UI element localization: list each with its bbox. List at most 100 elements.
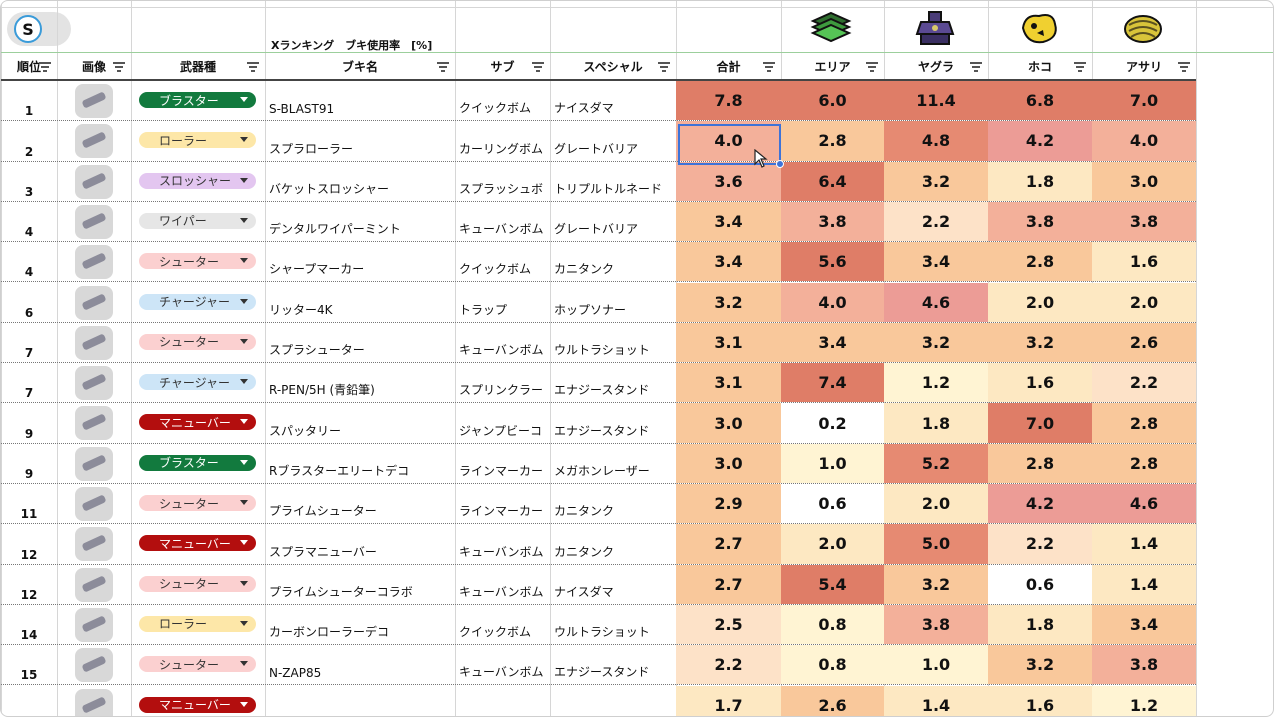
filter-icon[interactable] — [763, 62, 775, 72]
asari-usage-cell[interactable]: 1.6 — [1092, 242, 1196, 282]
yagura-usage-cell[interactable]: 11.4 — [884, 81, 988, 121]
weapon-name-cell[interactable]: スプラシューター — [269, 343, 365, 358]
asari-usage-cell[interactable]: 3.8 — [1092, 645, 1196, 685]
rank-cell[interactable] — [1, 686, 57, 717]
sub-weapon-cell[interactable]: キューバンボム — [459, 584, 544, 599]
special-weapon-cell[interactable]: グレートバリア — [554, 222, 639, 237]
area-usage-cell[interactable]: 6.0 — [781, 81, 884, 121]
sub-weapon-cell[interactable]: キューバンボム — [459, 665, 544, 680]
sub-weapon-cell[interactable]: スプラッシュボ — [459, 181, 544, 196]
weapon-name-cell[interactable]: Rブラスターエリートデコ — [269, 463, 410, 478]
area-usage-cell[interactable]: 0.2 — [781, 403, 884, 443]
total-usage-cell[interactable]: 3.4 — [676, 201, 781, 242]
area-usage-cell[interactable]: 3.8 — [781, 201, 884, 242]
special-weapon-cell[interactable]: ナイスダマ — [554, 584, 614, 599]
weapon-type-dropdown[interactable]: ブラスター — [139, 454, 256, 471]
weapon-name-cell[interactable]: プライムシューターコラボ — [269, 584, 413, 599]
rank-cell[interactable]: 3 — [24, 184, 34, 199]
filter-icon[interactable] — [866, 62, 878, 72]
weapon-type-dropdown[interactable]: チャージャー — [139, 293, 256, 310]
sub-weapon-cell[interactable]: ラインマーカー — [459, 463, 544, 478]
filter-icon[interactable] — [532, 62, 544, 72]
asari-usage-cell[interactable]: 1.4 — [1092, 564, 1196, 604]
total-usage-cell[interactable]: 3.2 — [676, 282, 781, 322]
filter-icon[interactable] — [437, 62, 449, 72]
column-header[interactable]: エリア — [781, 53, 884, 81]
weapon-type-dropdown[interactable]: マニューバー — [139, 696, 256, 713]
special-weapon-cell[interactable]: メガホンレーザー — [554, 463, 650, 478]
area-usage-cell[interactable]: 5.4 — [781, 564, 884, 604]
weapon-name-cell[interactable]: バケットスロッシャー — [269, 181, 390, 196]
sub-weapon-cell[interactable]: キューバンボム — [459, 343, 544, 358]
weapon-type-dropdown[interactable]: シューター — [139, 495, 256, 511]
weapon-type-dropdown[interactable]: ローラー — [139, 132, 256, 149]
total-usage-cell[interactable]: 2.9 — [676, 484, 781, 524]
special-weapon-cell[interactable]: グレートバリア — [554, 141, 639, 156]
total-usage-cell[interactable]: 3.1 — [676, 322, 781, 363]
sub-weapon-cell[interactable]: ラインマーカー — [459, 504, 544, 519]
total-usage-cell[interactable]: 3.0 — [676, 443, 781, 483]
rank-cell[interactable]: 7 — [24, 346, 34, 361]
yagura-usage-cell[interactable]: 5.2 — [884, 443, 988, 483]
special-weapon-cell[interactable]: ウルトラショット — [554, 625, 650, 640]
weapon-type-dropdown[interactable]: シューター — [139, 575, 256, 592]
rank-cell[interactable]: 11 — [20, 507, 38, 522]
hoko-usage-cell[interactable]: 2.0 — [988, 282, 1092, 322]
hoko-usage-cell[interactable]: 0.6 — [988, 564, 1092, 604]
rank-cell[interactable]: 9 — [24, 466, 34, 481]
total-usage-cell[interactable]: 3.6 — [676, 161, 781, 201]
hoko-usage-cell[interactable]: 3.8 — [988, 201, 1092, 242]
column-header[interactable]: ブキ名 — [265, 53, 455, 81]
asari-usage-cell[interactable]: 4.6 — [1092, 484, 1196, 524]
rank-cell[interactable]: 14 — [20, 628, 38, 643]
weapon-name-cell[interactable]: プライムシューター — [269, 504, 377, 519]
sub-weapon-cell[interactable]: トラップ — [459, 302, 508, 317]
weapon-name-cell[interactable]: N-ZAP85 — [269, 666, 322, 681]
special-weapon-cell[interactable]: エナジースタンド — [554, 383, 650, 398]
special-weapon-cell[interactable]: カニタンク — [554, 544, 615, 559]
total-usage-cell[interactable]: 2.7 — [676, 524, 781, 564]
asari-usage-cell[interactable]: 1.2 — [1092, 685, 1196, 716]
asari-usage-cell[interactable]: 2.8 — [1092, 403, 1196, 443]
area-usage-cell[interactable]: 4.0 — [781, 282, 884, 322]
weapon-type-dropdown[interactable]: ローラー — [139, 615, 256, 632]
yagura-usage-cell[interactable]: 3.2 — [884, 161, 988, 201]
area-usage-cell[interactable]: 5.6 — [781, 242, 884, 282]
special-weapon-cell[interactable]: エナジースタンド — [554, 665, 650, 680]
asari-usage-cell[interactable]: 7.0 — [1092, 81, 1196, 121]
hoko-usage-cell[interactable]: 2.8 — [988, 242, 1092, 282]
column-header[interactable]: ヤグラ — [884, 53, 988, 81]
area-usage-cell[interactable]: 2.0 — [781, 524, 884, 564]
total-usage-cell[interactable]: 4.0 — [676, 121, 781, 161]
sub-weapon-cell[interactable]: スプリンクラー — [459, 383, 544, 398]
rank-cell[interactable]: 7 — [24, 386, 34, 401]
weapon-type-dropdown[interactable]: ブラスター — [139, 92, 256, 108]
special-weapon-cell[interactable]: カニタンク — [554, 262, 615, 277]
rank-cell[interactable]: 4 — [24, 265, 34, 280]
weapon-name-cell[interactable]: R-PEN/5H (青鉛筆) — [269, 383, 375, 398]
hoko-usage-cell[interactable]: 7.0 — [988, 403, 1092, 443]
filter-icon[interactable] — [658, 62, 670, 72]
total-usage-cell[interactable]: 3.4 — [676, 242, 781, 282]
asari-usage-cell[interactable]: 3.0 — [1092, 161, 1196, 201]
yagura-usage-cell[interactable]: 4.6 — [884, 282, 988, 322]
asari-usage-cell[interactable]: 3.8 — [1092, 201, 1196, 242]
asari-usage-cell[interactable]: 2.6 — [1092, 322, 1196, 363]
sub-weapon-cell[interactable] — [455, 686, 550, 717]
total-usage-cell[interactable]: 2.2 — [676, 645, 781, 685]
column-header[interactable]: 画像 — [57, 53, 131, 81]
hoko-usage-cell[interactable]: 3.2 — [988, 322, 1092, 363]
weapon-type-dropdown[interactable]: チャージャー — [139, 374, 256, 391]
special-weapon-cell[interactable]: カニタンク — [554, 504, 615, 519]
asari-usage-cell[interactable]: 2.0 — [1092, 282, 1196, 322]
area-usage-cell[interactable]: 0.6 — [781, 484, 884, 524]
column-header[interactable]: スペシャル — [550, 53, 676, 81]
filter-icon[interactable] — [39, 62, 51, 72]
weapon-name-cell[interactable]: シャープマーカー — [269, 262, 365, 277]
weapon-type-dropdown[interactable]: マニューバー — [139, 414, 256, 431]
asari-usage-cell[interactable]: 2.8 — [1092, 443, 1196, 483]
sub-weapon-cell[interactable]: キューバンボム — [459, 544, 544, 559]
rank-cell[interactable]: 2 — [24, 144, 34, 159]
hoko-usage-cell[interactable]: 3.2 — [988, 645, 1092, 685]
yagura-usage-cell[interactable]: 4.8 — [884, 121, 988, 161]
